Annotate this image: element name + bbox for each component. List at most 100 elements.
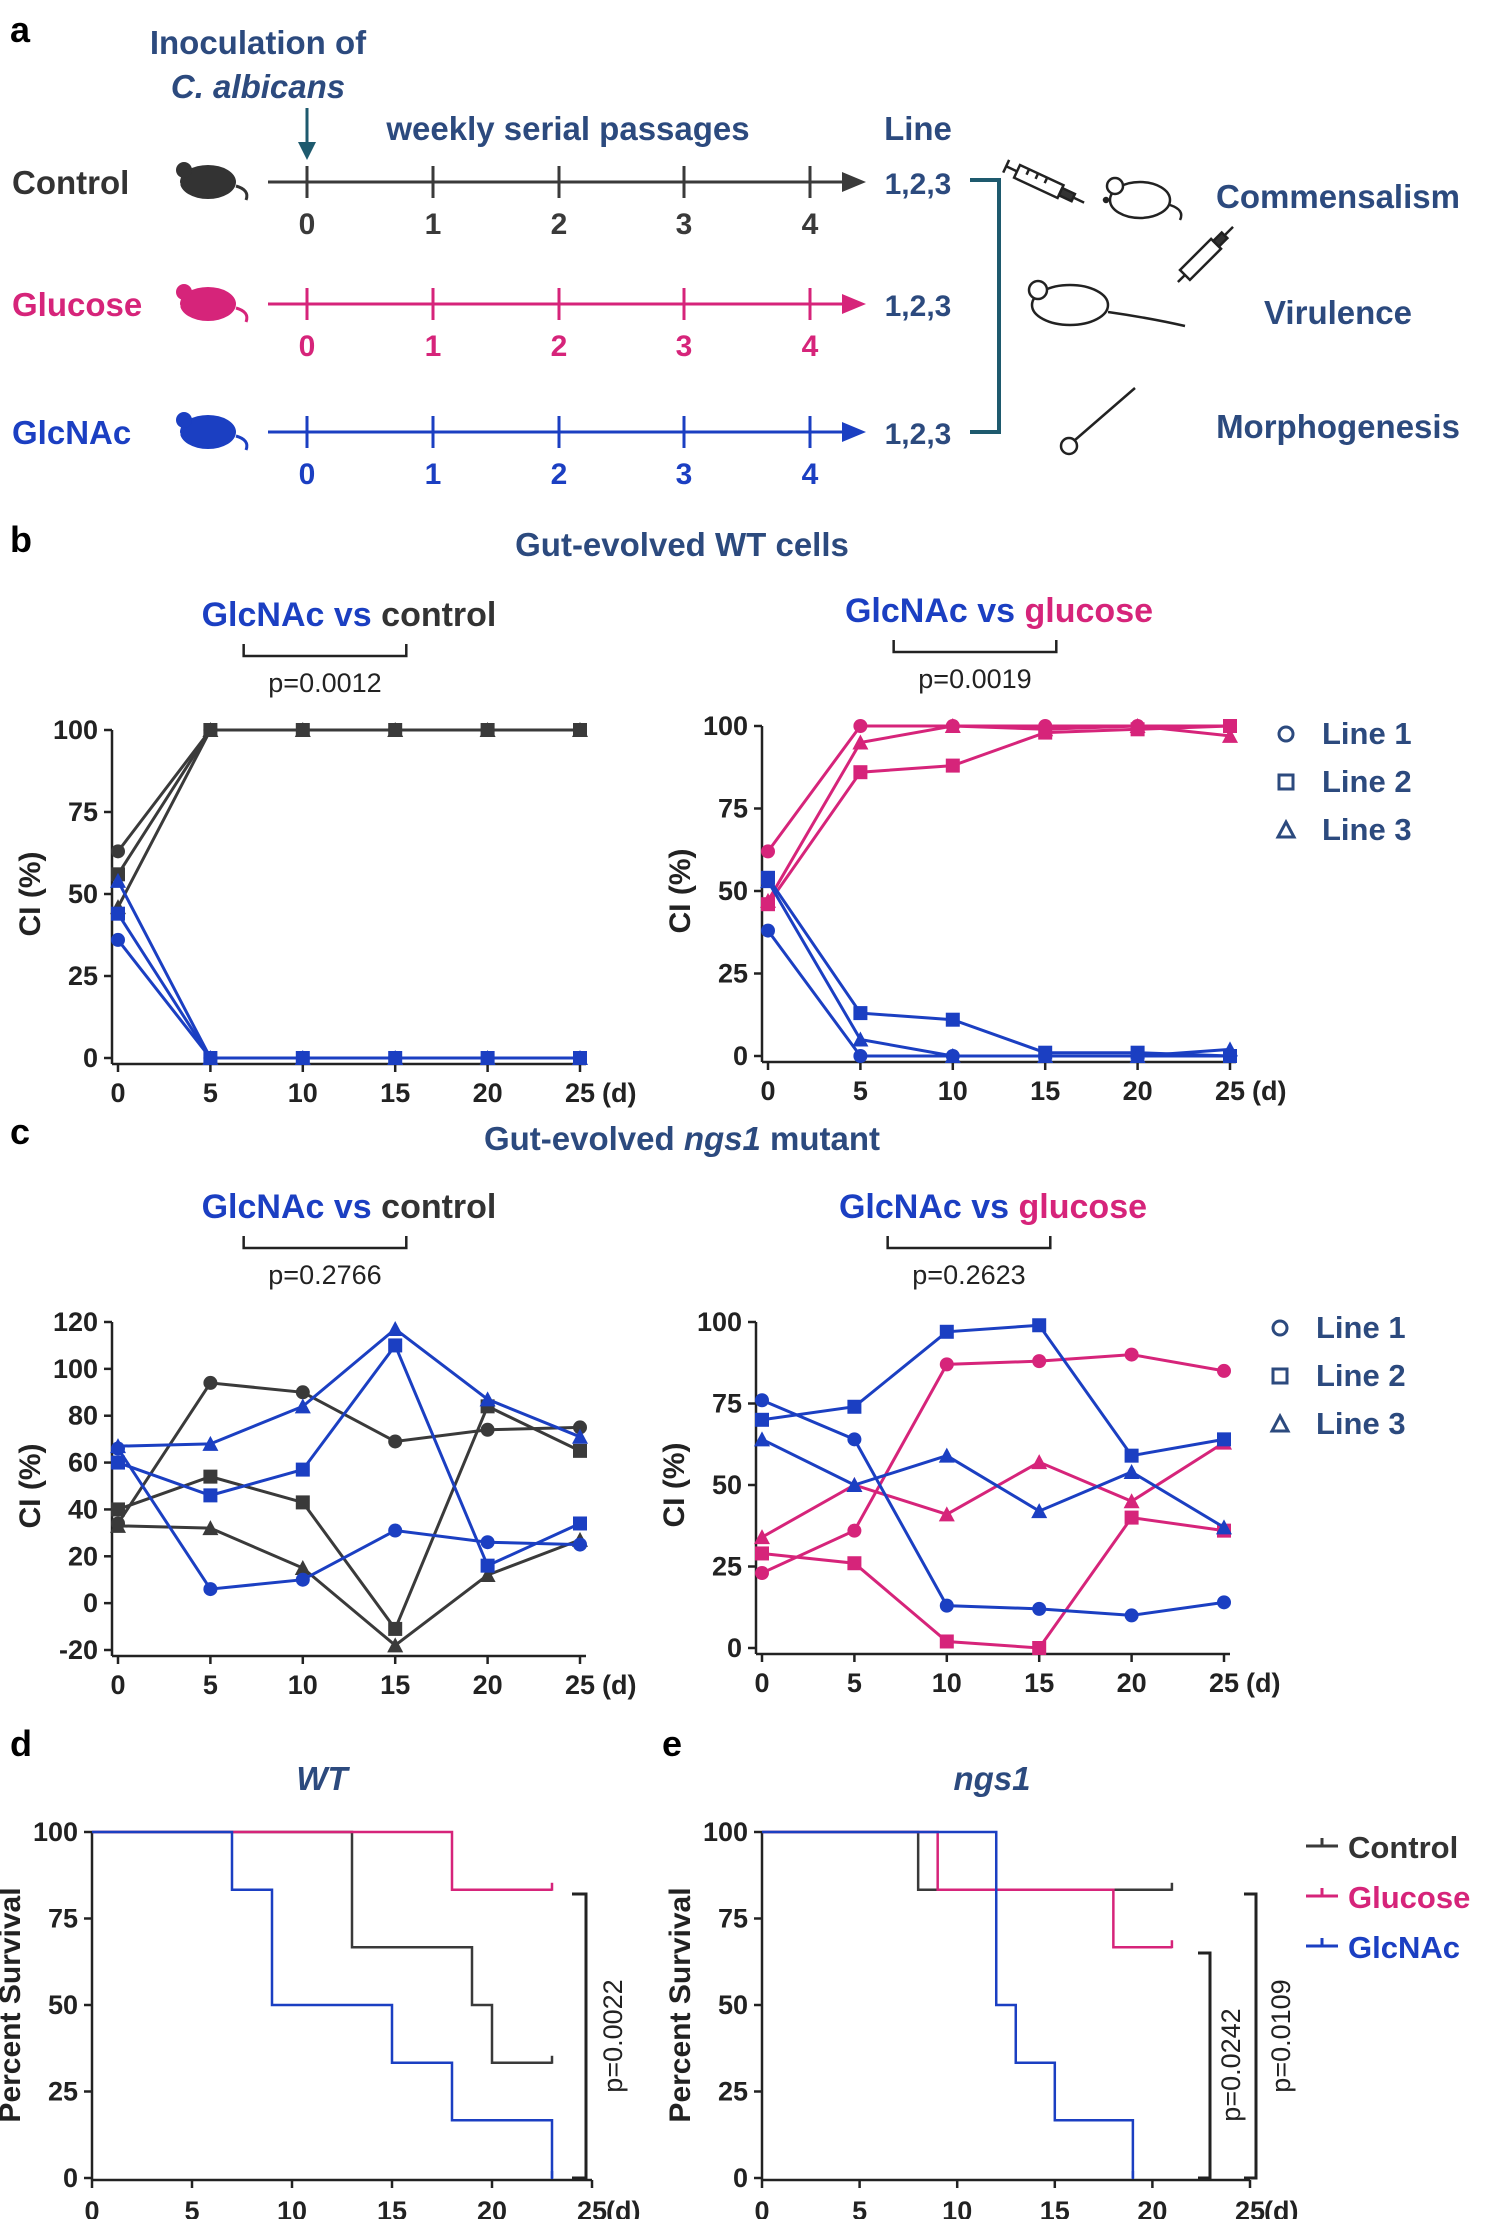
panel-e-title: ngs1 (953, 1760, 1030, 1797)
legend-marker-circle (1277, 725, 1295, 743)
y-tick-label: 100 (703, 711, 748, 741)
pvalue-bracket (572, 1892, 588, 2180)
y-tick-label: 120 (53, 1307, 98, 1337)
legend-marker-triangle (1269, 1412, 1291, 1433)
data-point (761, 923, 775, 938)
line-ids: 1,2,3 (885, 168, 952, 201)
x-tick-label: 0 (110, 1078, 125, 1108)
y-tick-label: 75 (48, 1904, 78, 1934)
title-glucose: glucose (1019, 1188, 1147, 1226)
data-point (294, 1398, 311, 1414)
data-point (387, 722, 404, 737)
data-point (1217, 1363, 1231, 1378)
chart-b-left: GlcNAc vs control p=0.0012 0 25 50 75 100 0 5 10 1… (14, 596, 636, 1108)
y-tick-label: 75 (718, 794, 748, 824)
series-line-glucose-line-1 (761, 1353, 1225, 1575)
legend-label: Line 2 (1316, 1358, 1406, 1393)
line-ids: 1,2,3 (885, 418, 952, 451)
inoculation-label: Inoculation of (150, 24, 367, 61)
legend-label: Line 1 (1316, 1310, 1406, 1345)
y-tick-label: 100 (33, 1817, 78, 1847)
data-point (1124, 1448, 1139, 1463)
line-header: Line (884, 110, 952, 147)
pvalue-label: p=0.2623 (912, 1260, 1025, 1290)
data-point (111, 1502, 125, 1517)
loop-icon (1059, 387, 1136, 456)
panel-d: d WT (10, 1723, 350, 1797)
data-point (203, 1582, 218, 1597)
legend-marker-circle (1271, 1319, 1289, 1337)
legend-label: Line 3 (1322, 812, 1412, 847)
survival-curve-glcnac (92, 1830, 554, 2178)
pvalue-label: p=0.0022 (598, 1979, 628, 2092)
data-point (202, 722, 219, 737)
panel-c-title-suffix: mutant (761, 1120, 880, 1157)
outcome-bracket (970, 178, 1001, 434)
data-point (203, 1375, 218, 1390)
species-label: C. albicans (171, 68, 345, 105)
series-line-glcnac-line-2 (761, 1323, 1225, 1458)
data-point (945, 1012, 960, 1027)
data-point (203, 1488, 218, 1503)
timeline-tick-label: 1 (425, 458, 442, 491)
data-point (853, 1049, 868, 1063)
x-tick-label: 25 (1215, 1076, 1245, 1106)
timeline-tick-label: 0 (299, 330, 316, 363)
data-point (1037, 721, 1054, 737)
data-point (944, 718, 961, 733)
legend-label-glucose: Glucose (1348, 1880, 1470, 1915)
x-tick-label: 0 (754, 1668, 769, 1698)
data-point (1123, 1493, 1140, 1509)
x-axis-label: (d) (1264, 2196, 1298, 2219)
data-point (853, 719, 868, 733)
data-point (754, 1431, 770, 1447)
data-point (939, 1357, 954, 1372)
survival-curve-glucose (92, 1830, 552, 1892)
mouse-ear (176, 162, 192, 178)
pvalue-bracket (242, 1236, 408, 1250)
data-point (760, 892, 776, 908)
x-tick-label: 10 (288, 1078, 318, 1108)
timeline-tick-label: 2 (551, 458, 568, 491)
x-tick-label: 15 (380, 1670, 410, 1700)
y-axis-label: CI (%) (14, 1444, 47, 1529)
legend-marker-triangle (1275, 818, 1297, 839)
x-tick-label: 20 (473, 1670, 503, 1700)
series-line-glucose-line-1 (766, 724, 1230, 853)
data-point (479, 1391, 496, 1407)
data-point (1124, 1347, 1139, 1362)
x-tick-label: 5 (203, 1670, 218, 1700)
pvalue-label: p=0.2766 (268, 1260, 381, 1290)
y-tick-label: 75 (68, 797, 98, 827)
x-tick-label: 20 (1117, 1668, 1147, 1698)
data-point (1123, 1463, 1140, 1479)
title-vs: vs (324, 1188, 381, 1226)
data-point (938, 1447, 955, 1463)
chart-title: GlcNAc vs glucose (839, 1188, 1147, 1226)
series-line-glcnac-line-2 (766, 876, 1231, 1058)
data-point (754, 1529, 770, 1545)
data-point (1031, 1454, 1048, 1470)
y-tick-label: 50 (718, 1990, 748, 2020)
syringe-icon (1176, 225, 1234, 283)
series-line-glcnac-line-2 (116, 912, 580, 1060)
chart-title: GlcNAc vs control (202, 596, 497, 634)
timeline-tick-label: 1 (425, 330, 442, 363)
mouse-eye (175, 303, 181, 309)
x-axis-label: (d) (602, 1078, 636, 1108)
title-control: control (381, 596, 496, 634)
panel-c-title-prefix: Gut-evolved (484, 1120, 684, 1157)
timeline-tick-label: 1 (425, 208, 442, 241)
data-point (202, 1050, 219, 1065)
timeline-tick-label: 2 (551, 330, 568, 363)
mouse-body (180, 165, 236, 199)
data-point (944, 1048, 961, 1063)
title-glcnac: GlcNAc (202, 596, 325, 634)
legend-survival: Control Glucose GlcNAc (1306, 1830, 1470, 1965)
pvalue-bracket (892, 640, 1058, 654)
data-point (852, 734, 869, 750)
data-point (110, 1438, 126, 1454)
y-tick-label: 100 (53, 715, 98, 745)
